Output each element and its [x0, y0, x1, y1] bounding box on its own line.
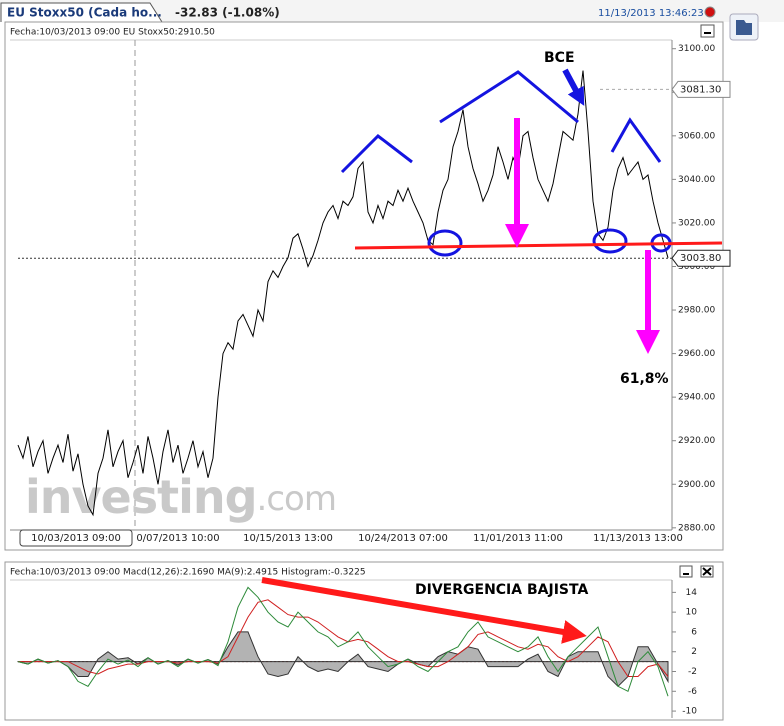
y-tick-label: 6 — [691, 627, 697, 637]
y-tick-label: 2 — [691, 647, 697, 657]
price-marker-label: 3003.80 — [680, 253, 721, 264]
circle-mark — [592, 228, 628, 254]
y-tick-label: 3100.00 — [678, 44, 715, 54]
annotation: 61,8% — [620, 371, 669, 387]
watermark-brand: investing — [25, 470, 257, 524]
y-tick-label: -10 — [682, 707, 697, 717]
y-tick-label: 2980.00 — [678, 306, 715, 316]
bce-arrow — [562, 68, 585, 106]
histogram-area — [17, 631, 669, 688]
macd-minimize[interactable] — [679, 565, 693, 578]
price-marker-box — [671, 80, 731, 98]
x-tick-label: 11/13/2013 13:00 — [593, 533, 683, 544]
price-line — [17, 70, 669, 517]
x-tick-label: 10/15/2013 13:00 — [243, 533, 333, 544]
price-marker-box — [671, 249, 731, 267]
y-tick-label: 3020.00 — [678, 218, 715, 228]
main-panel — [4, 21, 724, 551]
annotations — [261, 68, 723, 644]
tab[interactable] — [0, 2, 163, 23]
signal-line — [18, 599, 669, 677]
y-tick-label: 10 — [686, 608, 698, 618]
y-tick-label: 2920.00 — [678, 436, 715, 446]
shoulder — [610, 117, 662, 163]
x-tick-label: 11/01/2013 11:00 — [473, 533, 563, 544]
live-dot — [704, 6, 716, 18]
macd-info: Fecha:10/03/2013 09:00 Macd(12,26):2.169… — [10, 568, 366, 578]
price-marker-label: 3081.30 — [680, 84, 721, 95]
shoulder — [340, 134, 413, 174]
y-tick-label: -2 — [688, 667, 697, 677]
annotation: DIVERGENCIA BAJISTA — [415, 582, 588, 598]
header-bar — [0, 0, 784, 22]
price-info: Fecha:10/03/2013 09:00 EU Stoxx50:2910.5… — [10, 28, 215, 38]
y-tick-label: 2900.00 — [678, 480, 715, 490]
macd-close-icon — [702, 567, 712, 576]
annotation: BCE — [544, 50, 575, 66]
neckline — [354, 241, 723, 250]
x-tick-label: 10/24/2013 07:00 — [358, 533, 448, 544]
folder-icon — [736, 20, 752, 35]
head — [439, 70, 579, 124]
y-tick-label: 2940.00 — [678, 393, 715, 403]
tab-title: EU Stoxx50 (Cada ho... — [7, 6, 162, 20]
watermark: investing.com — [25, 470, 336, 524]
y-tick-label: 3060.00 — [678, 131, 715, 141]
circle-mark — [427, 229, 463, 257]
timestamp: 11/13/2013 13:46:23 — [598, 8, 704, 19]
x-tick-label: 0/07/2013 10:00 — [136, 533, 219, 544]
macd-line — [17, 586, 669, 697]
y-tick-label: 3040.00 — [678, 175, 715, 185]
y-tick-label: 2880.00 — [678, 523, 715, 533]
watermark-domain: .com — [257, 479, 336, 519]
crosshair-label: 10/03/2013 09:00 — [31, 533, 121, 544]
minimize-button[interactable] — [700, 24, 715, 38]
y-tick-label: 14 — [686, 588, 698, 598]
y-tick-label: -6 — [688, 687, 697, 697]
crosshair-box — [19, 529, 133, 547]
change: -32.83 (-1.08%) — [175, 6, 280, 20]
divergence-arrow — [261, 577, 587, 644]
y-tick-label: 3000.00 — [678, 262, 715, 272]
y-tick-label: 2960.00 — [678, 349, 715, 359]
